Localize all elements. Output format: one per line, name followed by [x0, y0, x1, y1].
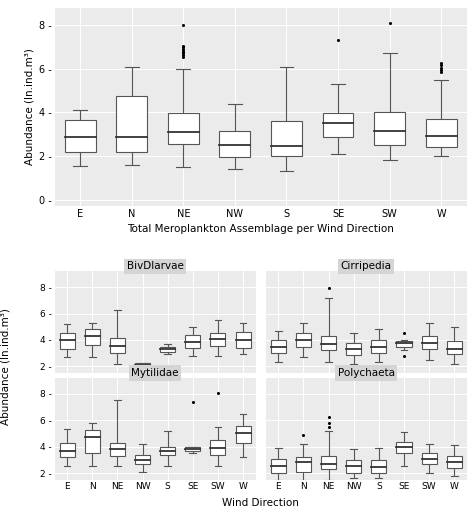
Bar [185, 336, 201, 348]
Bar [135, 363, 150, 368]
Bar [219, 131, 250, 157]
Bar [160, 447, 175, 455]
Text: BivDlarvae: BivDlarvae [127, 261, 183, 271]
Bar [321, 456, 336, 469]
Bar [447, 341, 462, 354]
Text: Polychaeta: Polychaeta [338, 368, 395, 378]
Bar [346, 343, 361, 355]
Text: Wind Direction: Wind Direction [222, 498, 299, 508]
Bar [60, 332, 74, 349]
Bar [422, 336, 437, 349]
Bar [60, 443, 74, 457]
Bar [85, 329, 100, 345]
Bar [271, 340, 286, 353]
Bar [65, 120, 96, 152]
Bar [296, 333, 311, 346]
Bar [110, 443, 125, 456]
Bar [371, 460, 386, 473]
Bar [271, 121, 302, 156]
Bar [160, 346, 175, 352]
Text: Abundance (ln.ind.m³): Abundance (ln.ind.m³) [0, 308, 11, 425]
Text: Mytilidae: Mytilidae [131, 368, 179, 378]
Bar [168, 113, 199, 144]
Bar [135, 455, 150, 464]
Bar [236, 332, 251, 348]
Bar [236, 425, 251, 443]
Bar [321, 336, 336, 350]
Y-axis label: Abundance (ln.ind.m³): Abundance (ln.ind.m³) [25, 49, 35, 165]
Bar [447, 456, 462, 468]
Bar [185, 447, 201, 450]
Bar [85, 430, 100, 452]
Bar [396, 442, 411, 453]
Bar [210, 440, 226, 455]
Bar [296, 457, 311, 472]
Bar [374, 112, 405, 145]
Bar [322, 113, 354, 137]
X-axis label: Total Meroplankton Assemblage per Wind Direction: Total Meroplankton Assemblage per Wind D… [127, 225, 394, 234]
Bar [346, 460, 361, 473]
Bar [422, 453, 437, 464]
Bar [210, 332, 226, 346]
Bar [426, 119, 456, 147]
Bar [116, 96, 147, 152]
Bar [371, 340, 386, 353]
Bar [110, 338, 125, 353]
Text: Cirripedia: Cirripedia [341, 261, 392, 271]
Bar [271, 459, 286, 473]
Bar [396, 341, 411, 346]
